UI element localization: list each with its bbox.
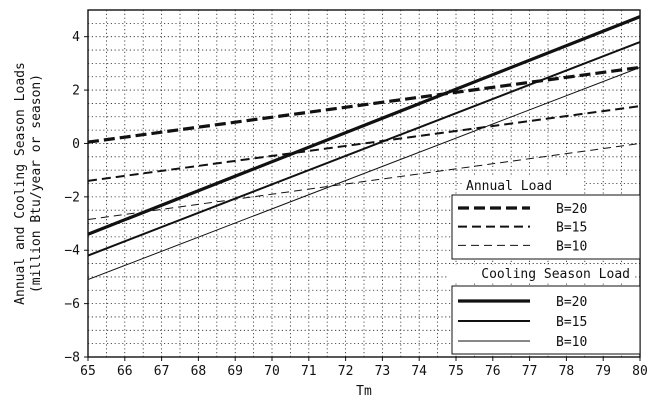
series-cooling-b10 xyxy=(87,66,641,281)
x-axis-label: Tm xyxy=(356,384,372,399)
y-tick-label: 2 xyxy=(72,84,80,99)
y-tick-label: −8 xyxy=(64,351,80,366)
series-annual-b20 xyxy=(87,65,641,144)
y-axis-label-line-2: (million Btu/year or season) xyxy=(29,74,44,293)
y-axis-label: Annual and Cooling Season Loads (million… xyxy=(13,62,44,305)
legend-entry-label: B=10 xyxy=(556,239,587,254)
series-lines xyxy=(87,15,641,281)
legend-box xyxy=(451,194,641,260)
x-tick-label: 66 xyxy=(117,364,133,379)
x-tick-label: 74 xyxy=(411,364,427,379)
legend-entry-label: B=15 xyxy=(556,221,587,236)
x-tick-label: 70 xyxy=(264,364,280,379)
y-tick-label: −4 xyxy=(64,244,80,259)
x-tick-label: 68 xyxy=(191,364,207,379)
legend-entry-label: B=10 xyxy=(556,335,587,350)
legend-group-title: Cooling Season Load xyxy=(481,267,630,282)
x-tick-label: 76 xyxy=(485,364,501,379)
series-cooling-b20 xyxy=(87,15,641,236)
axis-ticks: 65 66 67 68 69 70 71 72 73 74 75 76 77 78 79 80 −8 −6 −4 −2… xyxy=(64,30,647,379)
y-tick-label: 0 xyxy=(72,137,80,152)
x-tick-label: 67 xyxy=(154,364,170,379)
x-tick-label: 73 xyxy=(375,364,391,379)
legend-title-backing xyxy=(462,177,584,194)
legend-group-title: Annual Load xyxy=(466,179,552,194)
legend-entry-label: B=20 xyxy=(556,295,587,310)
x-tick-label: 75 xyxy=(448,364,464,379)
x-tick-label: 78 xyxy=(559,364,575,379)
legend-entry-label: B=15 xyxy=(556,315,587,330)
x-tick-label: 65 xyxy=(80,364,96,379)
plot-frame xyxy=(87,9,641,358)
x-tick-label: 69 xyxy=(227,364,243,379)
series-annual-b15 xyxy=(87,105,641,182)
y-tick-label: −2 xyxy=(64,190,80,205)
y-axis-label-line-1: Annual and Cooling Season Loads xyxy=(13,62,28,305)
legend: Annual Load B=20 B=15 B=10 Cooling Season Lo… xyxy=(448,177,641,355)
x-tick-label: 80 xyxy=(632,364,648,379)
x-tick-label: 79 xyxy=(595,364,611,379)
series-annual-b10 xyxy=(87,142,641,221)
legend-title-backing xyxy=(448,265,634,282)
x-tick-label: 72 xyxy=(338,364,354,379)
series-cooling-b15 xyxy=(87,41,641,257)
x-tick-label: 71 xyxy=(301,364,317,379)
y-tick-label: −6 xyxy=(64,297,80,312)
y-tick-label: 4 xyxy=(72,30,80,45)
x-tick-label: 77 xyxy=(522,364,538,379)
legend-entry-label: B=20 xyxy=(556,202,587,217)
